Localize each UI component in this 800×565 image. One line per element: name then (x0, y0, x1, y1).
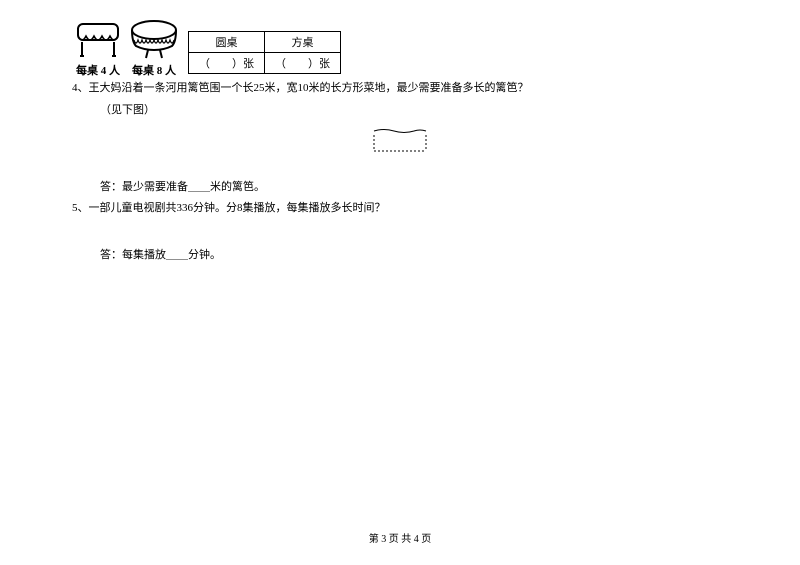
square-table-label: 每桌 4 人 (76, 62, 120, 78)
fence-diagram-icon (368, 127, 432, 157)
q4-answer: 答：最少需要准备＿＿米的篱笆。 (100, 178, 728, 194)
header-square-cell: 方桌 (265, 32, 341, 53)
data-table-wrapper: 圆桌 方桌 （ ）张 （ ）张 (184, 31, 341, 78)
question-5: 5、一部儿童电视剧共336分钟。分8集播放，每集播放多长时间？ (72, 200, 728, 218)
q5-text: 一部儿童电视剧共336分钟。分8集播放，每集播放多长时间？ (89, 202, 386, 214)
page-footer: 第 3 页 共 4 页 (0, 530, 800, 545)
q4-text: 王大妈沿着一条河用篱笆围一个长25米，宽10米的长方形菜地，最少需要准备多长的篱… (89, 82, 529, 94)
table-images-row: 每桌 4 人 每桌 8 人 圆桌 方桌 （ ）张 （ ）张 (72, 20, 728, 78)
round-table-icon (128, 20, 180, 60)
cell-square: （ ）张 (265, 53, 341, 74)
q5-prefix: 5、 (72, 202, 89, 214)
data-table: 圆桌 方桌 （ ）张 （ ）张 (188, 31, 341, 74)
table-row: （ ）张 （ ）张 (189, 53, 341, 74)
q5-answer: 答：每集播放＿＿分钟。 (100, 246, 728, 262)
round-table-label: 每桌 8 人 (132, 62, 176, 78)
square-table-figure: 每桌 4 人 (72, 22, 124, 78)
square-table-icon (72, 22, 124, 60)
header-round-cell: 圆桌 (189, 32, 265, 53)
question-4: 4、王大妈沿着一条河用篱笆围一个长25米，宽10米的长方形菜地，最少需要准备多长… (72, 80, 728, 98)
q4-prefix: 4、 (72, 82, 89, 94)
q4-diagram (72, 127, 728, 160)
table-row: 圆桌 方桌 (189, 32, 341, 53)
cell-round: （ ）张 (189, 53, 265, 74)
round-table-figure: 每桌 8 人 (128, 20, 180, 78)
q4-hint: （见下图） (100, 102, 728, 120)
